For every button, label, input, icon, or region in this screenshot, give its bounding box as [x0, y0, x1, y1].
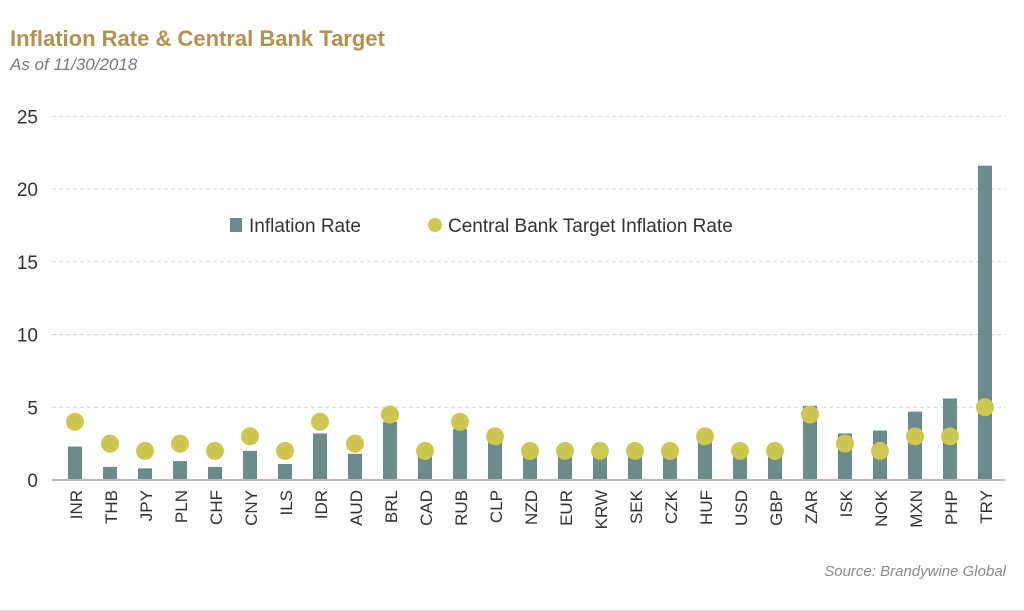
bar-nzd: [523, 452, 537, 480]
bar-aud: [348, 453, 362, 480]
x-tick-label: INR: [67, 490, 86, 519]
x-tick-label: NZD: [522, 490, 541, 525]
target-dot-pln: [171, 434, 189, 453]
x-tick-label: AUD: [347, 490, 366, 526]
bar-idr: [313, 433, 327, 480]
target-dot-jpy: [136, 441, 154, 460]
legend-dot-swatch: [428, 218, 442, 232]
target-dot-cad: [416, 441, 434, 460]
bar-cad: [418, 455, 432, 480]
x-tick-label: BRL: [382, 490, 401, 523]
x-tick-label: CZK: [662, 489, 681, 524]
bar-thb: [103, 466, 117, 480]
chart-subtitle: As of 11/30/2018: [10, 55, 138, 74]
bar-gbp: [768, 452, 782, 480]
bar-inr: [68, 446, 82, 480]
bar-rub: [453, 429, 467, 480]
bar-eur: [558, 452, 572, 480]
x-tick-label: SEK: [627, 489, 646, 524]
x-tick-label: ISK: [837, 489, 856, 517]
legend-label-target: Central Bank Target Inflation Rate: [448, 216, 733, 237]
x-tick-label: RUB: [452, 490, 471, 526]
target-dot-php: [941, 427, 959, 446]
target-dot-nzd: [521, 441, 539, 460]
target-dot-inr: [66, 412, 84, 431]
x-tick-label: THB: [102, 490, 121, 524]
x-tick-label: USD: [732, 490, 751, 526]
bar-krw: [593, 452, 607, 480]
x-tick-label: CLP: [487, 490, 506, 523]
target-dot-ils: [276, 441, 294, 460]
y-tick-label: 15: [17, 253, 38, 274]
x-tick-label: ILS: [277, 490, 296, 516]
y-tick-label: 0: [27, 471, 38, 492]
bar-ils: [278, 463, 292, 480]
x-tick-label: JPY: [137, 490, 156, 521]
target-dot-sek: [626, 441, 644, 460]
bar-pln: [173, 461, 187, 480]
bar-jpy: [138, 468, 152, 480]
target-dot-czk: [661, 441, 679, 460]
chart-title: Inflation Rate & Central Bank Target: [10, 26, 385, 51]
bar-clp: [488, 439, 502, 480]
x-tick-label: HUF: [697, 490, 716, 525]
x-tick-label: GBP: [767, 490, 786, 526]
x-tick-label: MXN: [907, 490, 926, 528]
target-dot-chf: [206, 441, 224, 460]
target-dot-cny: [241, 427, 259, 446]
target-dot-rub: [451, 412, 469, 431]
x-tick-label: PHP: [942, 490, 961, 525]
target-dot-idr: [311, 412, 329, 431]
target-dot-zar: [801, 405, 819, 424]
legend-bar-swatch: [230, 218, 242, 232]
x-tick-label: TRY: [977, 490, 996, 524]
bar-czk: [663, 452, 677, 480]
bar-usd: [733, 452, 747, 480]
target-dot-thb: [101, 434, 119, 453]
target-dot-aud: [346, 434, 364, 453]
target-dot-try: [976, 398, 994, 417]
x-tick-label: PLN: [172, 490, 191, 523]
target-dot-krw: [591, 441, 609, 460]
x-tick-label: CHF: [207, 490, 226, 525]
target-dot-mxn: [906, 427, 924, 446]
bar-mxn: [908, 411, 922, 480]
x-tick-label: NOK: [872, 489, 891, 527]
bar-brl: [383, 421, 397, 480]
x-tick-label: CNY: [242, 490, 261, 526]
target-dot-isk: [836, 434, 854, 453]
bar-huf: [698, 436, 712, 480]
source-note: Source: Brandywine Global: [824, 563, 1006, 580]
y-tick-label: 25: [17, 107, 38, 128]
x-tick-label: CAD: [417, 490, 436, 526]
target-dot-huf: [696, 427, 714, 446]
bar-sek: [628, 452, 642, 480]
legend-label-inflation: Inflation Rate: [249, 216, 361, 237]
x-tick-label: IDR: [312, 490, 331, 519]
x-tick-label: KRW: [592, 490, 611, 529]
x-tick-label: ZAR: [802, 490, 821, 524]
y-tick-label: 5: [27, 398, 38, 419]
bar-cny: [243, 450, 257, 480]
y-tick-label: 10: [17, 326, 38, 347]
bar-zar: [803, 405, 817, 480]
target-dot-eur: [556, 441, 574, 460]
target-dot-brl: [381, 405, 399, 424]
target-dot-usd: [731, 441, 749, 460]
x-tick-label: EUR: [557, 490, 576, 526]
target-dot-nok: [871, 441, 889, 460]
target-dot-gbp: [766, 441, 784, 460]
bar-try: [978, 165, 992, 480]
y-tick-label: 20: [17, 180, 38, 201]
target-dot-clp: [486, 427, 504, 446]
bar-chf: [208, 466, 222, 480]
